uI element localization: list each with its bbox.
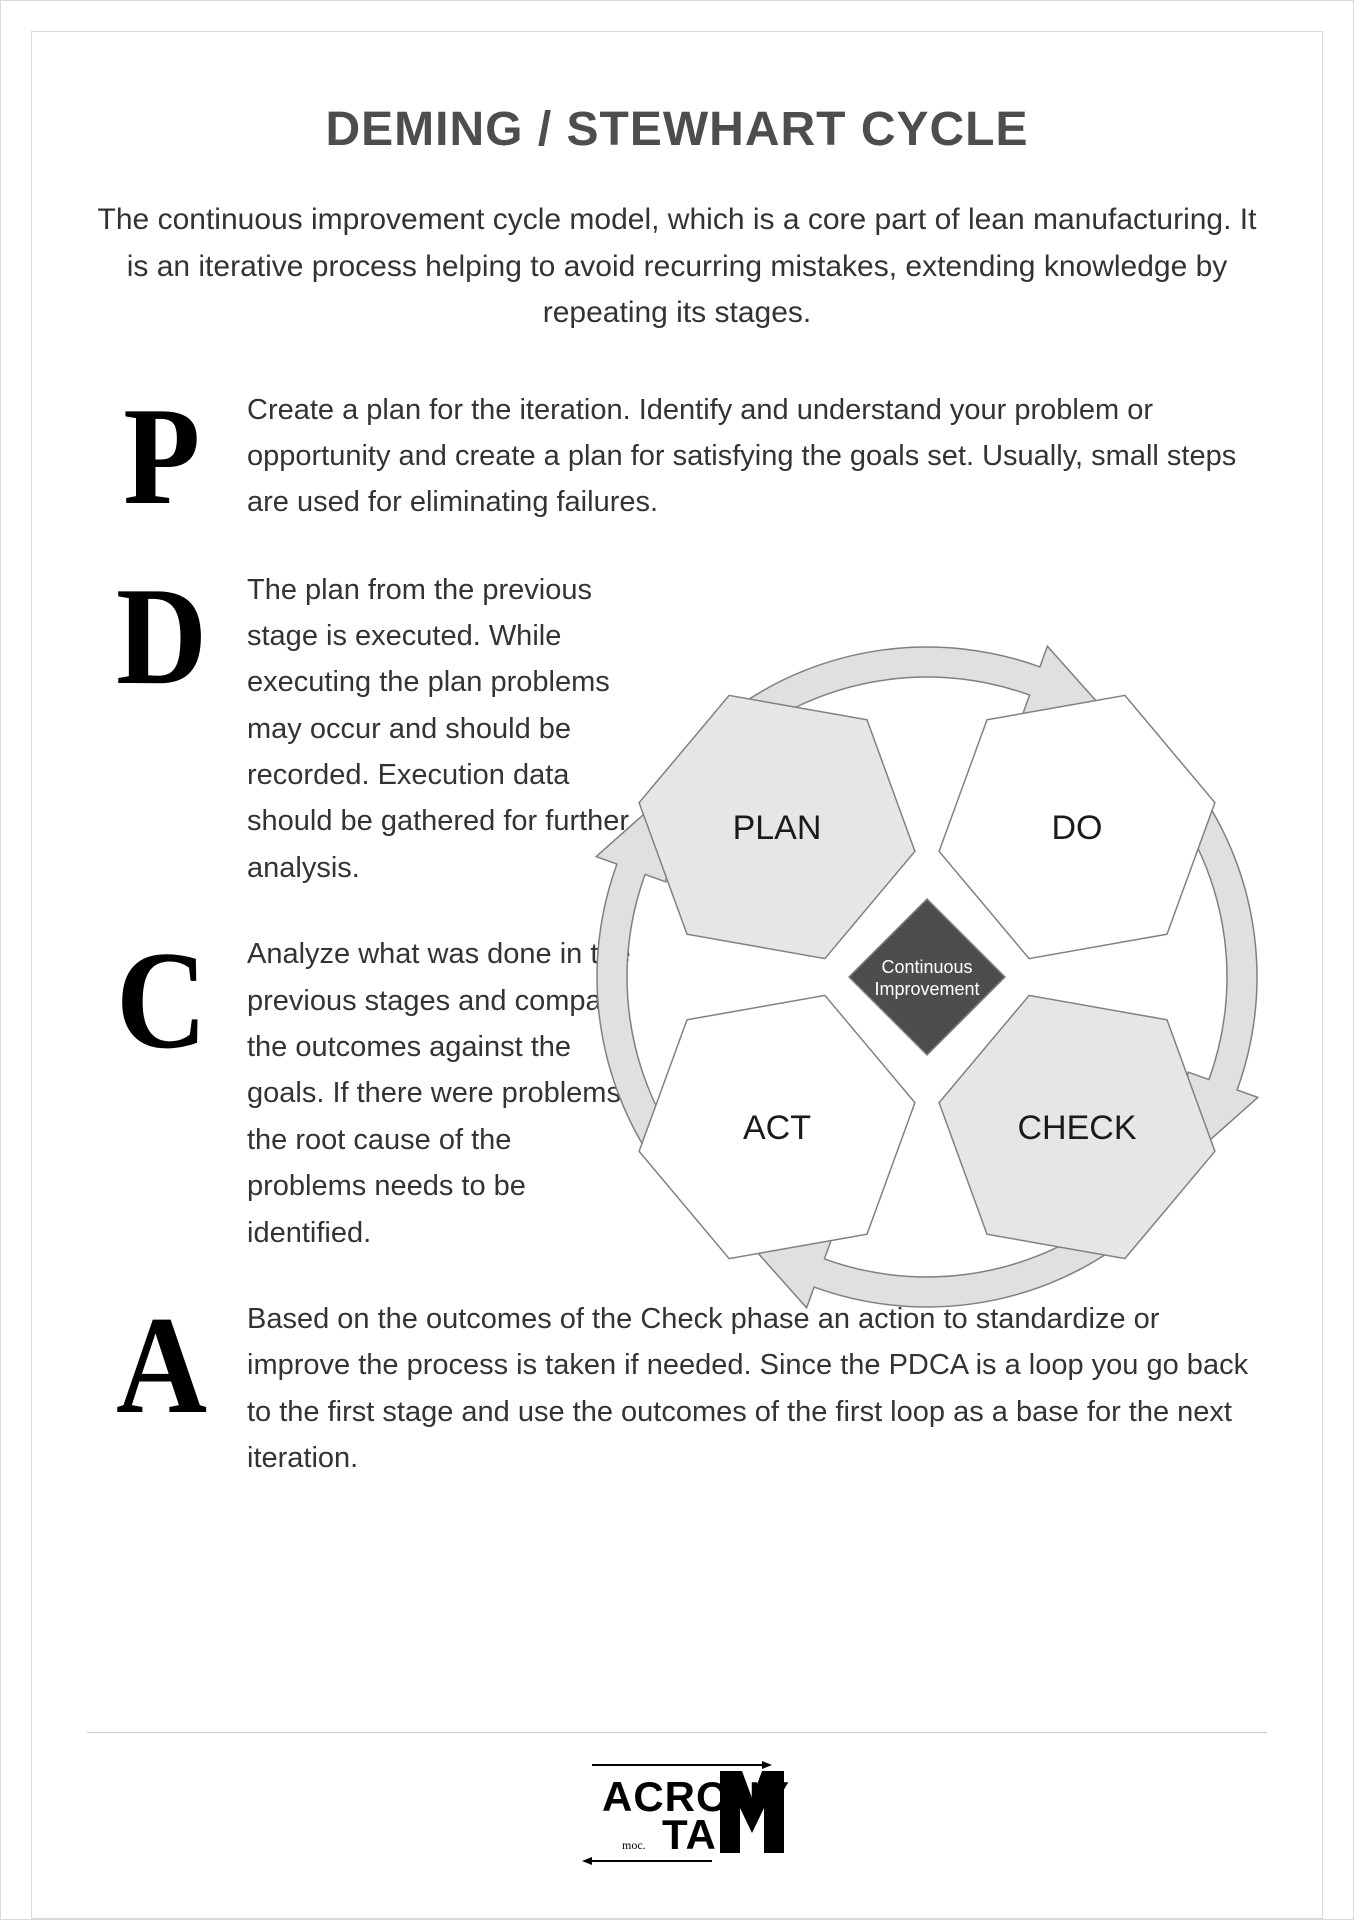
pdca-diagram-svg: PLAN DO CHECK ACT ContinuousImprovement	[567, 617, 1287, 1337]
intro-paragraph: The continuous improvement cycle model, …	[87, 197, 1267, 337]
letter-c: C	[116, 931, 207, 1071]
logo-sub: moc.	[622, 1838, 646, 1852]
svg-text:PLAN: PLAN	[733, 809, 822, 847]
stage-row-plan: P Create a plan for the iteration. Ident…	[87, 387, 1267, 527]
letter-col: C	[87, 931, 237, 1256]
inner-frame: DEMING / STEWHART CYCLE The continuous i…	[31, 31, 1323, 1919]
letter-a: A	[116, 1296, 207, 1436]
page-title: DEMING / STEWHART CYCLE	[87, 102, 1267, 157]
letter-col: P	[87, 387, 237, 527]
svg-text:CHECK: CHECK	[1017, 1109, 1136, 1147]
pdca-diagram: PLAN DO CHECK ACT ContinuousImprovement	[567, 617, 1287, 1337]
svg-text:Continuous: Continuous	[881, 957, 972, 977]
svg-text:Improvement: Improvement	[874, 979, 979, 999]
stage-text-plan: Create a plan for the iteration. Identif…	[237, 387, 1267, 527]
footer-logo: ACRONY TA moc.	[87, 1753, 1267, 1898]
letter-p: P	[124, 387, 201, 527]
footer-divider	[87, 1732, 1267, 1733]
svg-text:ACT: ACT	[743, 1109, 811, 1147]
content-area: P Create a plan for the iteration. Ident…	[87, 387, 1267, 1723]
letter-col: D	[87, 567, 237, 892]
page-frame: DEMING / STEWHART CYCLE The continuous i…	[0, 0, 1354, 1920]
logo-line2: TA	[662, 1811, 717, 1858]
svg-text:DO: DO	[1052, 809, 1103, 847]
letter-d: D	[116, 567, 207, 707]
acronymat-logo-icon: ACRONY TA moc.	[562, 1753, 792, 1873]
letter-col: A	[87, 1296, 237, 1482]
